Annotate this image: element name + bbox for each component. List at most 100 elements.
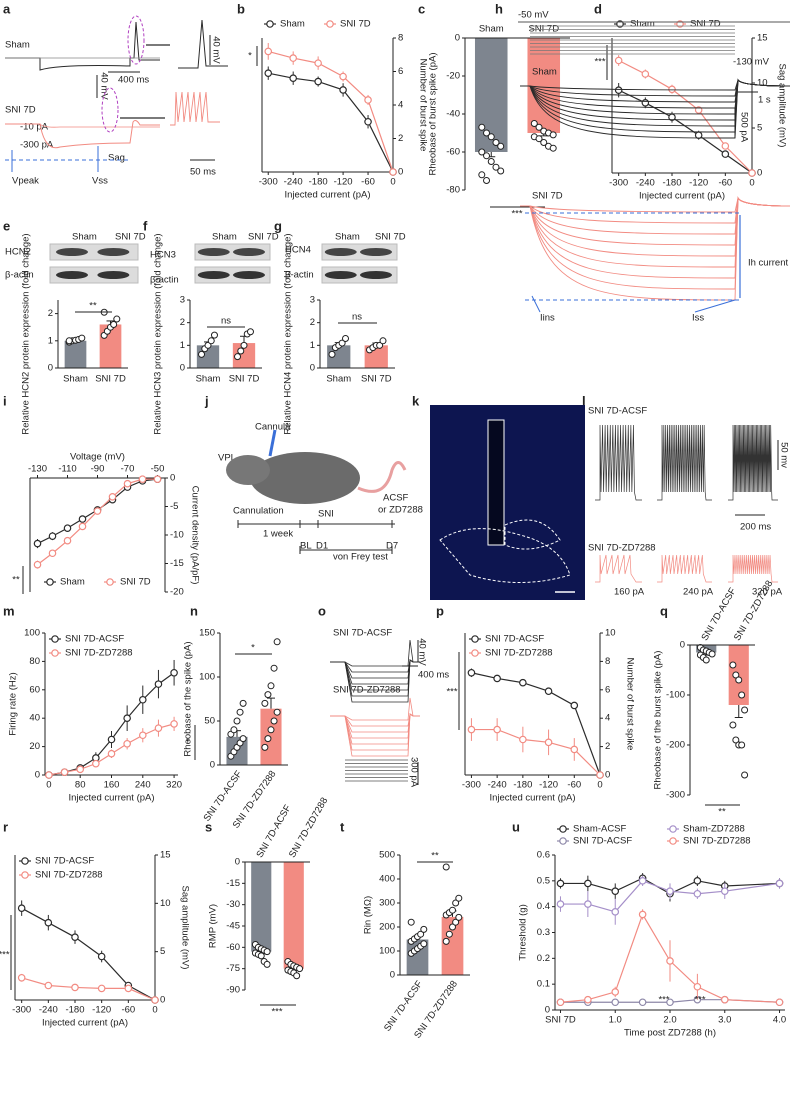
- annotation-label: -10 pA: [20, 122, 49, 133]
- annotation-label: HCN2: [5, 247, 31, 258]
- series-line: [560, 913, 780, 1003]
- y-tick-label: 0: [170, 473, 175, 484]
- data-point: [389, 168, 397, 176]
- annotation-label: 40 mV: [210, 36, 221, 64]
- brain-section: [430, 405, 585, 600]
- series-line: [268, 72, 394, 173]
- data-point: [328, 350, 336, 358]
- panel-label: p: [436, 603, 444, 618]
- panel-label: t: [340, 819, 345, 834]
- x-tick-label: -60: [121, 1005, 135, 1016]
- data-point: [339, 72, 347, 81]
- data-point: [449, 906, 456, 914]
- panel-label: b: [237, 1, 245, 16]
- y-axis-label: Sag amplitude (mV): [776, 64, 787, 148]
- legend-label: SNI 7D-ACSF: [573, 836, 632, 847]
- data-point: [497, 167, 505, 175]
- annotation-label: 320 pA: [752, 587, 783, 598]
- data-point: [519, 678, 527, 687]
- trace: [330, 713, 420, 757]
- x-tick-label: 3.0: [718, 1015, 731, 1026]
- data-point: [478, 148, 486, 156]
- panel-label: f: [143, 218, 148, 233]
- annotation-label: SNI 7D-ZD7288: [588, 543, 656, 554]
- trace: [5, 123, 160, 128]
- data-point: [108, 493, 117, 501]
- annotation-label: SNI 7D: [5, 105, 36, 116]
- significance: ***: [511, 209, 522, 220]
- y-tick-label: -5: [170, 501, 178, 512]
- panel-label: r: [3, 819, 8, 834]
- y-axis-label: Relative HCN3 protein expression (fold c…: [153, 233, 164, 434]
- trace: [657, 424, 712, 501]
- y-tick-label: 4: [605, 713, 610, 724]
- legend-marker: [326, 20, 334, 28]
- data-point: [584, 900, 592, 908]
- y-tick-label: 0.4: [537, 901, 550, 912]
- data-point: [487, 133, 495, 141]
- data-point: [246, 328, 254, 336]
- annotation-label: 400 ms: [418, 670, 449, 681]
- data-point: [720, 887, 729, 895]
- data-point: [342, 335, 349, 343]
- trace: [520, 78, 791, 139]
- annotation-label: 1 s: [758, 95, 771, 106]
- category-label: SNI 7D: [229, 374, 260, 385]
- data-point: [584, 879, 592, 888]
- trace: [595, 554, 642, 583]
- x-tick-label: -120: [539, 780, 558, 791]
- data-point: [442, 937, 450, 945]
- data-point: [693, 982, 702, 991]
- data-point: [530, 120, 538, 127]
- data-point: [638, 998, 647, 1007]
- y-tick-label: 0: [680, 640, 685, 651]
- x-tick-label: -180: [513, 780, 532, 791]
- data-point: [732, 736, 740, 744]
- data-point: [535, 123, 543, 131]
- category-label: Sham: [479, 24, 504, 35]
- x-tick-label: -60: [361, 177, 375, 188]
- y-tick-label: -100: [666, 690, 685, 701]
- y-tick-label: 100: [379, 946, 395, 957]
- x-tick-label: 320: [166, 780, 182, 791]
- data-point: [535, 135, 543, 143]
- data-point: [483, 152, 491, 160]
- significance: ***: [446, 687, 457, 698]
- legend-label: SNI 7D: [340, 19, 371, 30]
- data-point: [198, 350, 206, 358]
- panel-label: a: [3, 1, 11, 16]
- annotation-label: SNI 7D: [115, 232, 146, 243]
- y-tick-label: 2: [180, 317, 185, 328]
- category-label: SNI 7D: [95, 374, 126, 385]
- y-tick-label: 0: [398, 167, 403, 178]
- data-point: [638, 910, 647, 919]
- region: [504, 519, 561, 550]
- x-axis-label: Injected current (pA): [42, 1018, 128, 1029]
- data-point: [44, 981, 53, 990]
- data-point: [93, 507, 102, 515]
- x-tick-label: -240: [488, 780, 507, 791]
- x-tick-label: 0: [390, 177, 395, 188]
- y-tick-label: -200: [666, 740, 685, 751]
- annotation-label: SNI 7D: [532, 191, 563, 202]
- mouse-head: [226, 455, 270, 485]
- annotation-label: 1 week: [263, 529, 293, 540]
- data-point: [449, 923, 456, 931]
- y-tick-label: -80: [446, 185, 460, 196]
- data-point: [78, 334, 86, 342]
- bar: [64, 340, 87, 368]
- data-point: [379, 337, 387, 345]
- data-point: [237, 347, 245, 355]
- panel-label: c: [418, 1, 425, 16]
- y-tick-label: 5: [160, 946, 165, 957]
- x-tick-label: 0: [152, 1005, 157, 1016]
- significance: **: [12, 575, 20, 586]
- data-point: [97, 952, 106, 961]
- data-point: [492, 163, 500, 171]
- data-point: [261, 743, 269, 751]
- data-point: [263, 948, 271, 956]
- annotation-label: or ZD7288: [378, 505, 423, 516]
- y-tick-label: 0.3: [537, 927, 550, 938]
- data-point: [48, 532, 57, 540]
